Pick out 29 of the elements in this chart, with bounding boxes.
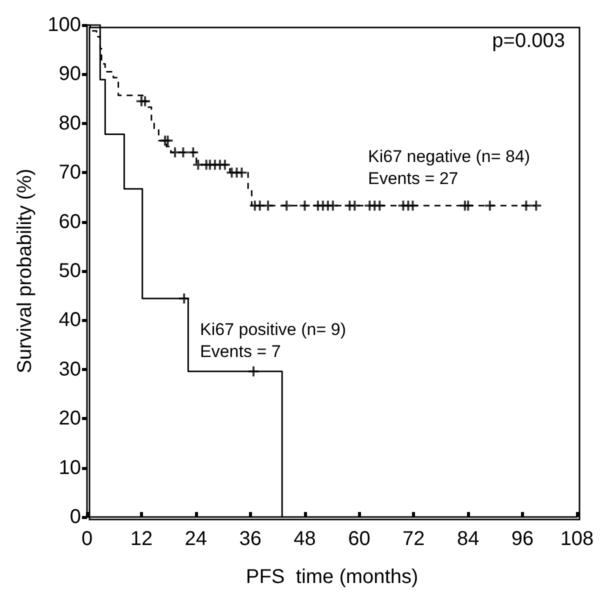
x-tick-label: 108 xyxy=(560,528,594,550)
x-tick-label: 84 xyxy=(456,528,480,550)
y-tick-label: 50 xyxy=(58,260,81,282)
y-tick-label: 10 xyxy=(58,456,81,479)
annotation: p=0.003 xyxy=(492,30,566,52)
x-tick-label: 48 xyxy=(294,528,316,550)
x-tick-label: 96 xyxy=(511,528,534,550)
y-tick-label: 70 xyxy=(58,162,81,184)
point xyxy=(531,200,542,211)
annotation: Events = 27 xyxy=(368,169,458,188)
x-tick-label: 12 xyxy=(130,528,153,550)
x-axis-title: PFS time (months) xyxy=(246,566,418,588)
point xyxy=(162,136,173,146)
y-tick-label: 40 xyxy=(58,309,81,332)
x-tick-label: 36 xyxy=(239,528,262,550)
y-tick-label: 0 xyxy=(70,506,81,528)
x-tick-label: 72 xyxy=(402,528,425,550)
annotation: Ki67 positive (n= 9) xyxy=(200,320,346,339)
y-tick-label: 80 xyxy=(58,112,81,134)
annotation: Ki67 negative (n= 84) xyxy=(368,147,530,166)
y-tick-label: 60 xyxy=(58,210,81,233)
x-tick-label: 24 xyxy=(184,528,208,550)
y-tick-label: 100 xyxy=(48,14,81,36)
x-tick-label: 60 xyxy=(348,528,370,550)
y-axis-title: Survival probability (%) xyxy=(14,168,36,374)
annotation: Events = 7 xyxy=(200,342,281,361)
y-tick-label: 20 xyxy=(58,408,81,430)
y-tick-label: 30 xyxy=(58,358,81,380)
y-tick-label: 90 xyxy=(58,63,81,86)
